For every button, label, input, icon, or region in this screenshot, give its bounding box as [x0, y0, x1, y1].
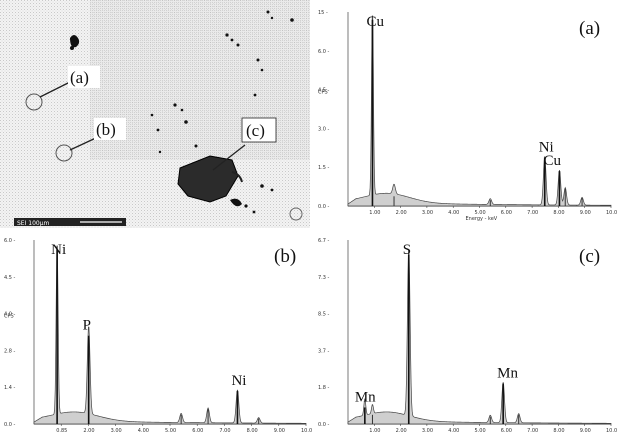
y-tick-label: 1.4 - [4, 385, 16, 391]
x-tick-label: 8.00 [553, 428, 564, 434]
x-tick-label: 8.00 [247, 428, 258, 434]
x-tick-label: 9.00 [580, 428, 591, 434]
peak-label: S [403, 242, 411, 258]
peak-label: Mn [355, 389, 376, 405]
x-tick-label: 7.00 [219, 428, 230, 434]
y-tick-label: 2.8 - [4, 348, 16, 354]
x-tick-label: 3.00 [422, 428, 433, 434]
x-tick-label: 10.0 [606, 210, 617, 216]
peak-label: Cu [366, 14, 384, 30]
eds-spectrum-c: 6.7 - 7.3 - 8.5 - 3.7 - 1.8 - 0.0 - 1.00 2.00 3.… [314, 228, 619, 440]
x-tick-label: 10.0 [301, 428, 312, 434]
y-tick-label: 6.7 - [318, 238, 330, 244]
peak-label: Mn [497, 366, 518, 382]
y-tick-label: 15 - [318, 10, 328, 16]
y-tick-label: 6.0 - [4, 238, 16, 244]
y-axis-label: CPS [318, 89, 328, 95]
x-tick-label: 6.00 [192, 428, 203, 434]
y-tick-label: 6.0 - [318, 49, 330, 55]
y-tick-label: 1.5 - [318, 165, 330, 171]
eds-a-plot: 15 - 6.0 - 4.5 - 3.0 - 1.5 - 0.0 - CPS 1.00 2.00… [318, 10, 617, 222]
x-tick-label: 7.00 [527, 428, 538, 434]
sem-label-c: (c) [246, 121, 265, 140]
y-tick-label: 3.7 - [318, 348, 330, 354]
x-tick-label: 10.0 [606, 428, 617, 434]
x-tick-label: 8.00 [553, 210, 564, 216]
x-tick-label: 5.00 [475, 210, 486, 216]
sem-image: (a) (b) (c) SEI 100µm [0, 0, 310, 228]
inclusion-c [177, 155, 239, 203]
x-tick-label: 2.00 [396, 428, 407, 434]
eds-c-plot: 6.7 - 7.3 - 8.5 - 3.7 - 1.8 - 0.0 - 1.00 2.00 3.… [318, 238, 617, 434]
panel-label: (a) [579, 18, 600, 39]
y-tick-label: 4.5 - [4, 275, 16, 281]
x-tick-label: 5.00 [165, 428, 176, 434]
x-tick-label: 4.00 [448, 428, 459, 434]
y-tick-label: 8.5 - [318, 312, 330, 318]
sem-micrograph: (a) (b) (c) SEI 100µm [0, 0, 310, 228]
x-tick-label: 6.00 [501, 428, 512, 434]
x-tick-label: 9.00 [274, 428, 285, 434]
peak-label: Ni [51, 242, 66, 258]
y-tick-label: 1.8 - [318, 385, 330, 391]
x-tick-label: 9.00 [580, 210, 591, 216]
x-tick-label: 7.00 [527, 210, 538, 216]
eds-b-plot: 6.0 - 4.5 - 4.0 - 2.8 - 1.4 - 0.0 - CPS 0.85 2.0… [4, 238, 312, 434]
peak-label: Ni [231, 373, 246, 389]
x-tick-label: 2.00 [83, 428, 94, 434]
scale-bar-text: SEI 100µm [17, 220, 50, 227]
x-tick-label: 5.00 [475, 428, 486, 434]
y-tick-label: 0.0 - [4, 422, 16, 428]
point-a-marker [25, 93, 43, 111]
x-tick-label: 1.00 [369, 428, 380, 434]
spectrum-area [347, 249, 612, 425]
y-tick-label: 0.0 - [318, 422, 330, 428]
panel-label: (b) [274, 246, 296, 267]
y-tick-label: 3.0 - [318, 126, 330, 132]
peak-label: P [83, 318, 91, 334]
sem-inclusions [70, 10, 294, 214]
x-tick-label: 3.00 [111, 428, 122, 434]
x-axis-label: Energy - keV [466, 216, 498, 222]
peak-label: Ni [539, 140, 554, 156]
sem-label-b: (b) [96, 120, 116, 139]
arrow-c [212, 144, 246, 171]
eds-spectrum-b: 6.0 - 4.5 - 4.0 - 2.8 - 1.4 - 0.0 - CPS 0.85 2.0… [0, 228, 314, 440]
y-tick-label: 7.3 - [318, 275, 330, 281]
spectrum-area [33, 245, 307, 425]
x-tick-label: 3.00 [422, 210, 433, 216]
x-tick-label: 2.00 [396, 210, 407, 216]
spectrum-area [347, 15, 612, 207]
y-axis-label: CPS [4, 313, 14, 319]
y-tick-label: 0.0 - [318, 204, 330, 210]
eds-spectrum-a: 15 - 6.0 - 4.5 - 3.0 - 1.5 - 0.0 - CPS 1.00 2.00… [314, 0, 619, 228]
x-tick-label: 4.00 [448, 210, 459, 216]
point-b-marker [55, 144, 73, 162]
panel-label: (c) [579, 246, 600, 267]
sem-label-a: (a) [70, 68, 89, 87]
arrow-b [69, 136, 99, 151]
x-tick-label: 4.00 [138, 428, 149, 434]
arrow-a [39, 81, 71, 98]
x-tick-label: 0.85 [56, 428, 67, 434]
x-tick-label: 6.00 [501, 210, 512, 216]
y-tick-label: 4.5 - [318, 88, 330, 94]
x-tick-label: 1.00 [369, 210, 380, 216]
scale-bar-box [14, 218, 126, 226]
peak-label: Cu [543, 153, 561, 169]
y-tick-label: 4.0 - [4, 312, 16, 318]
